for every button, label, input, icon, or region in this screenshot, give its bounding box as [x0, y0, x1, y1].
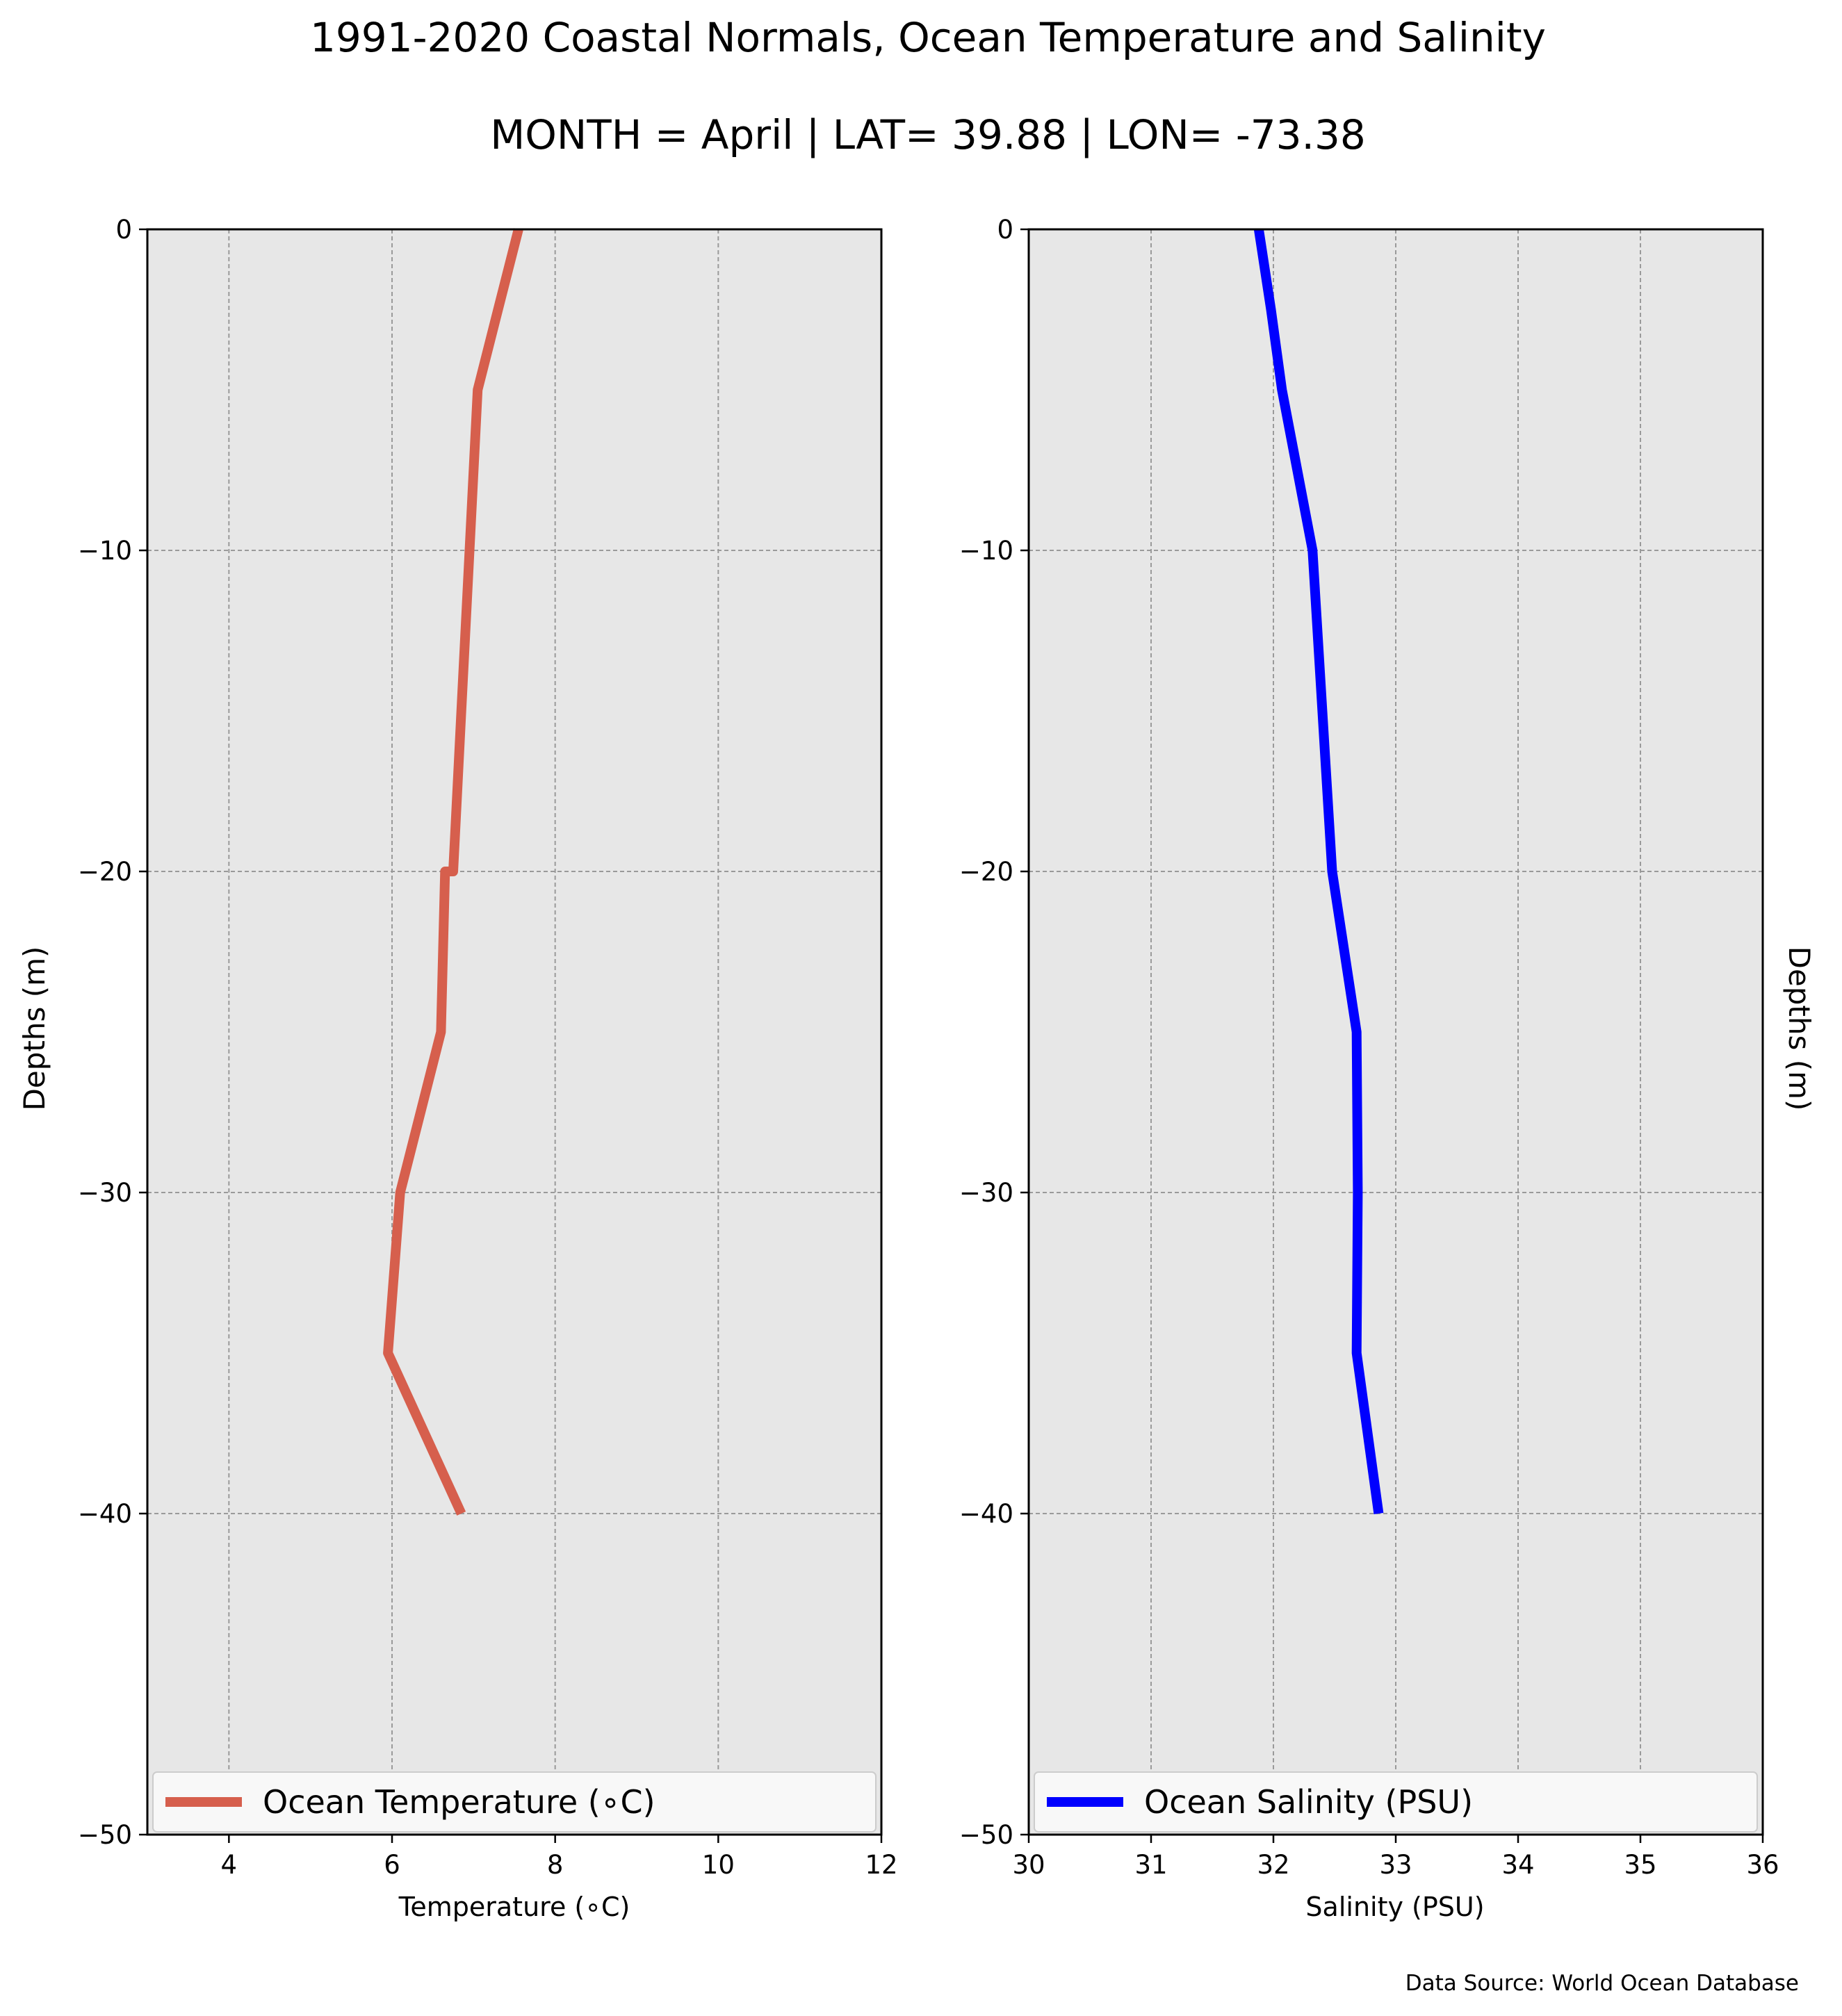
right-ylabel: Depths (m) [1782, 946, 1816, 1111]
x-tick-label: 36 [1746, 1850, 1779, 1880]
x-tick-label: 34 [1501, 1850, 1534, 1880]
y-tick-label: −30 [78, 1178, 132, 1208]
x-tick-label: 12 [865, 1850, 897, 1880]
x-tick-label: 8 [547, 1850, 564, 1880]
x-tick-label: 33 [1379, 1850, 1412, 1880]
x-tick-label: 31 [1134, 1850, 1167, 1880]
y-tick-label: −30 [959, 1178, 1013, 1208]
x-tick-label: 32 [1257, 1850, 1289, 1880]
temperature-xlabel: Temperature (∘C) [398, 1892, 630, 1922]
y-tick-label: 0 [115, 215, 132, 245]
x-tick-label: 4 [221, 1850, 238, 1880]
chart-subtitle: MONTH = April | LAT= 39.88 | LON= -73.38 [490, 111, 1366, 158]
y-tick-label: −10 [959, 536, 1013, 566]
chart-title: 1991-2020 Coastal Normals, Ocean Tempera… [310, 14, 1546, 61]
y-tick-label: −50 [78, 1820, 132, 1850]
y-tick-label: −20 [959, 857, 1013, 887]
legend-label: Ocean Salinity (PSU) [1144, 1783, 1473, 1821]
x-tick-label: 35 [1624, 1850, 1656, 1880]
salinity-series-line [1253, 228, 1384, 1514]
salinity-panel: Ocean Salinity (PSU) 30 31 32 33 34 35 36 0 −10 −2… [959, 215, 1779, 1880]
salinity-xlabel: Salinity (PSU) [1305, 1892, 1484, 1922]
legend-box [152, 1771, 877, 1833]
x-tick-label: 6 [384, 1850, 400, 1880]
y-tick-label: −40 [959, 1499, 1013, 1529]
y-tick-label: −50 [959, 1820, 1013, 1850]
x-tick-label: 30 [1012, 1850, 1045, 1880]
plot-area [147, 229, 881, 1835]
y-tick-label: −40 [78, 1499, 132, 1529]
left-ylabel: Depths (m) [17, 946, 51, 1111]
x-tick-label: 10 [702, 1850, 735, 1880]
axes-frame [146, 228, 883, 1836]
y-tick-label: −10 [78, 536, 132, 566]
y-tick-label: 0 [997, 215, 1013, 245]
data-source-note: Data Source: World Ocean Database [1405, 1971, 1799, 1996]
temperature-series-line [383, 228, 523, 1516]
y-tick-label: −20 [78, 857, 132, 887]
legend-label: Ocean Temperature (∘C) [263, 1783, 655, 1821]
legend-box [1034, 1771, 1758, 1833]
temperature-panel: Ocean Temperature (∘C) 4 6 8 10 12 0 −10 −20 −30 −… [78, 215, 898, 1880]
